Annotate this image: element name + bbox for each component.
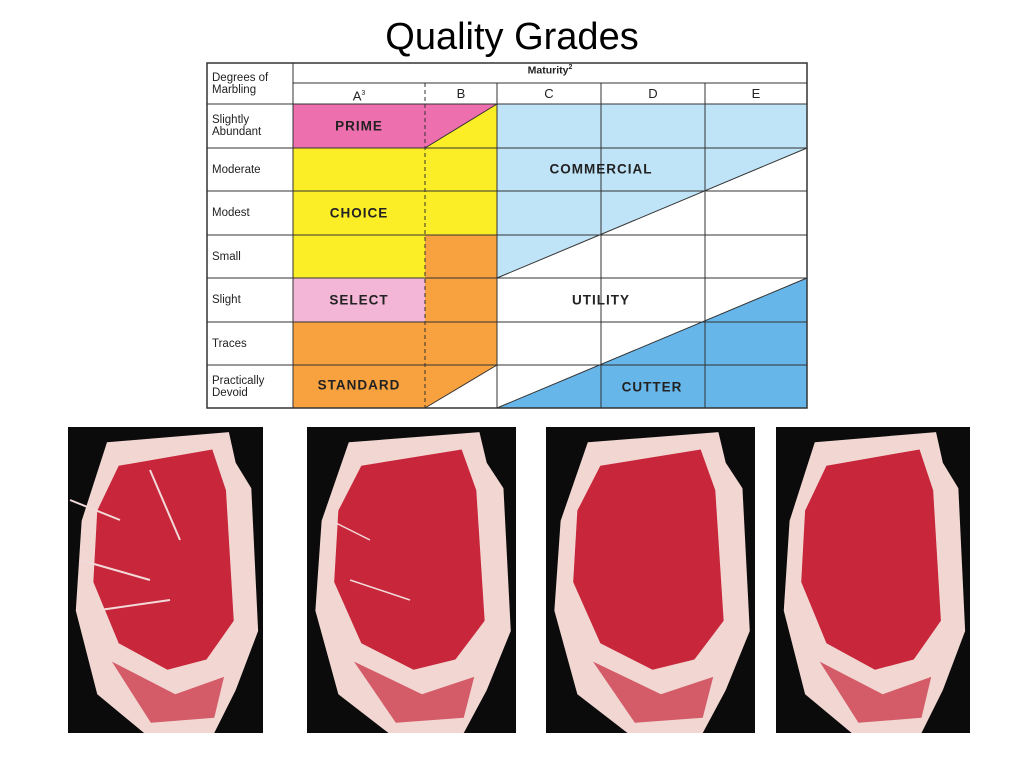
grade-label: UTILITY bbox=[572, 292, 630, 308]
footnote: 2 bbox=[568, 64, 573, 71]
table-grid bbox=[206, 62, 808, 409]
grade-label: SELECT bbox=[329, 292, 389, 308]
grade-label: COMMERCIAL bbox=[549, 161, 653, 177]
row-label: Practically Devoid bbox=[212, 374, 265, 399]
grade-label: STANDARD bbox=[317, 377, 401, 393]
steak-photo bbox=[68, 427, 263, 733]
row-label: Small bbox=[212, 250, 241, 263]
column-header: A3 bbox=[293, 85, 425, 103]
corner-label: Degrees of Marbling bbox=[212, 72, 269, 96]
slide-title: Quality Grades bbox=[385, 16, 639, 58]
row-label: Traces bbox=[212, 337, 247, 350]
column-label: A bbox=[352, 88, 362, 104]
grade-label: CHOICE bbox=[329, 205, 389, 221]
maturity-header: Maturity2 bbox=[293, 64, 807, 77]
steak-photo bbox=[546, 427, 755, 733]
row-label: Slight bbox=[212, 294, 241, 306]
grade-label: CUTTER bbox=[621, 379, 683, 395]
row-label: Slightly Abundant bbox=[212, 114, 262, 138]
grade-label: PRIME bbox=[335, 118, 383, 134]
steak-photo bbox=[307, 427, 516, 733]
footnote: 3 bbox=[361, 90, 366, 97]
row-label: Moderate bbox=[212, 163, 261, 176]
steak-photo bbox=[776, 427, 970, 733]
column-label: B bbox=[456, 86, 466, 101]
column-label: E bbox=[751, 86, 761, 101]
row-label: Modest bbox=[212, 207, 250, 219]
column-label: C bbox=[544, 86, 554, 101]
column-label: D bbox=[648, 86, 658, 101]
maturity-label: Maturity bbox=[527, 64, 569, 77]
